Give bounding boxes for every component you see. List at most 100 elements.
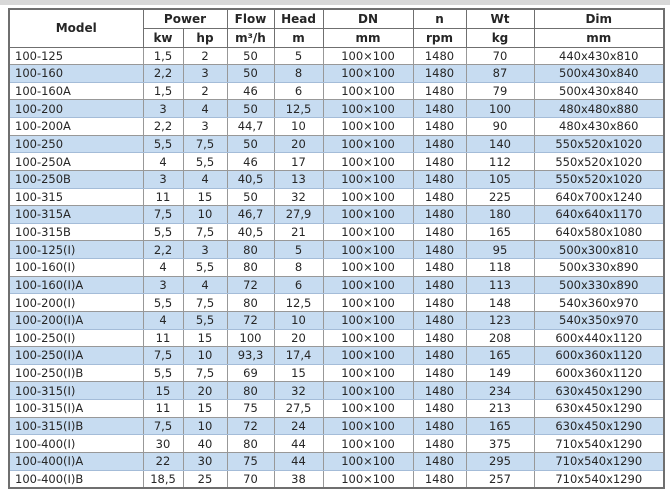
- cell-kw: 2,2: [142, 117, 184, 136]
- cell-rpm: 1480: [412, 275, 467, 295]
- cell-hp: 2: [182, 46, 228, 66]
- cell-dim: 550x520x1020: [533, 169, 665, 189]
- cell-head: 8: [273, 64, 324, 83]
- cell-kw: 3: [142, 99, 184, 118]
- cell-hp: 4: [182, 275, 228, 295]
- table-row: 100-250(I) 11 15 100 20 100×100 1480 208 600x440…: [8, 328, 665, 348]
- cell-flow: 80: [226, 258, 275, 277]
- cell-hp: 15: [182, 399, 228, 418]
- table-row: 100-160 2,2 3 50 8 100×100 1480 87 500x430x840: [8, 64, 665, 83]
- cell-dn: 100×100: [322, 64, 414, 83]
- cell-hp: 20: [182, 381, 228, 400]
- cell-wt: 295: [465, 451, 535, 471]
- cell-head: 13: [273, 169, 324, 189]
- header-row-2: kw hp m³/h m mm rpm kg mm: [9, 27, 665, 48]
- cell-hp: 15: [182, 328, 228, 348]
- cell-flow: 40,5: [226, 169, 275, 189]
- cell-hp: 7,5: [182, 222, 228, 242]
- cell-rpm: 1480: [412, 451, 467, 471]
- cell-head: 44: [273, 434, 324, 453]
- cell-dn: 100×100: [322, 328, 414, 348]
- cell-model: 100-315B: [8, 222, 144, 242]
- cell-hp: 5,5: [182, 258, 228, 277]
- cell-hp: 3: [182, 64, 228, 83]
- cell-dim: 500x430x840: [533, 64, 665, 83]
- cell-flow: 50: [226, 64, 275, 83]
- cell-wt: 118: [465, 258, 535, 277]
- cell-dn: 100×100: [322, 169, 414, 189]
- cell-kw: 5,5: [142, 222, 184, 242]
- cell-flow: 72: [226, 416, 275, 436]
- cell-kw: 1,5: [142, 46, 184, 66]
- cell-kw: 18,5: [142, 469, 184, 489]
- cell-model: 100-315(I)A: [8, 399, 144, 418]
- cell-wt: 208: [465, 328, 535, 348]
- cell-dn: 100×100: [322, 275, 414, 295]
- cell-model: 100-400(I)A: [8, 451, 144, 471]
- table-row: 100-250A 4 5,5 46 17 100×100 1480 112 550x520x10…: [8, 152, 665, 171]
- cell-wt: 257: [465, 469, 535, 489]
- col-header-power: Power: [142, 8, 228, 29]
- cell-kw: 4: [142, 258, 184, 277]
- cell-dn: 100×100: [322, 240, 414, 259]
- table-row: 100-250(I)B 5,5 7,5 69 15 100×100 1480 149 600x3…: [8, 363, 665, 383]
- cell-rpm: 1480: [412, 293, 467, 312]
- cell-dn: 100×100: [322, 346, 414, 365]
- cell-kw: 11: [142, 187, 184, 207]
- cell-wt: 95: [465, 240, 535, 259]
- cell-wt: 87: [465, 64, 535, 83]
- cell-dim: 500x430x840: [533, 81, 665, 101]
- cell-wt: 213: [465, 399, 535, 418]
- cell-flow: 72: [226, 275, 275, 295]
- cell-flow: 72: [226, 310, 275, 330]
- cell-dim: 440x430x810: [533, 46, 665, 66]
- cell-rpm: 1480: [412, 46, 467, 66]
- table-row: 100-125(I) 2,2 3 80 5 100×100 1480 95 500x300x81…: [8, 240, 665, 259]
- cell-wt: 165: [465, 222, 535, 242]
- cell-kw: 15: [142, 381, 184, 400]
- cell-dim: 500x330x890: [533, 275, 665, 295]
- cell-flow: 80: [226, 293, 275, 312]
- cell-dim: 540x350x970: [533, 310, 665, 330]
- cell-model: 100-315: [8, 187, 144, 207]
- table-row: 100-315B 5,5 7,5 40,5 21 100×100 1480 165 640x58…: [8, 222, 665, 242]
- cell-flow: 50: [226, 46, 275, 66]
- cell-wt: 165: [465, 346, 535, 365]
- cell-head: 32: [273, 187, 324, 207]
- cell-model: 100-400(I)B: [8, 469, 144, 489]
- cell-rpm: 1480: [412, 64, 467, 83]
- cell-head: 17,4: [273, 346, 324, 365]
- table-row: 100-400(I) 30 40 80 44 100×100 1480 375 710x540x…: [8, 434, 665, 453]
- cell-dim: 480x480x880: [533, 99, 665, 118]
- cell-head: 38: [273, 469, 324, 489]
- cell-dn: 100×100: [322, 99, 414, 118]
- cell-dim: 630x450x1290: [533, 381, 665, 400]
- col-header-wt: Wt: [465, 8, 535, 29]
- cell-rpm: 1480: [412, 434, 467, 453]
- cell-dn: 100×100: [322, 46, 414, 66]
- cell-head: 21: [273, 222, 324, 242]
- cell-rpm: 1480: [412, 187, 467, 207]
- cell-flow: 46: [226, 152, 275, 171]
- cell-head: 24: [273, 416, 324, 436]
- cell-model: 100-315(I)B: [8, 416, 144, 436]
- cell-rpm: 1480: [412, 258, 467, 277]
- cell-dim: 480x430x860: [533, 117, 665, 136]
- cell-wt: 112: [465, 152, 535, 171]
- cell-hp: 10: [182, 205, 228, 224]
- col-header-n: n: [412, 8, 467, 29]
- table-row: 100-400(I)A 22 30 75 44 100×100 1480 295 710x540…: [8, 451, 665, 471]
- cell-dn: 100×100: [322, 187, 414, 207]
- cell-head: 8: [273, 258, 324, 277]
- cell-dn: 100×100: [322, 469, 414, 489]
- cell-dim: 640x700x1240: [533, 187, 665, 207]
- col-header-dn: DN: [322, 8, 414, 29]
- cell-rpm: 1480: [412, 134, 467, 154]
- cell-dim: 500x330x890: [533, 258, 665, 277]
- cell-model: 100-250A: [8, 152, 144, 171]
- cell-flow: 46: [226, 81, 275, 101]
- cell-dn: 100×100: [322, 381, 414, 400]
- cell-model: 100-160A: [8, 81, 144, 101]
- cell-head: 12,5: [273, 99, 324, 118]
